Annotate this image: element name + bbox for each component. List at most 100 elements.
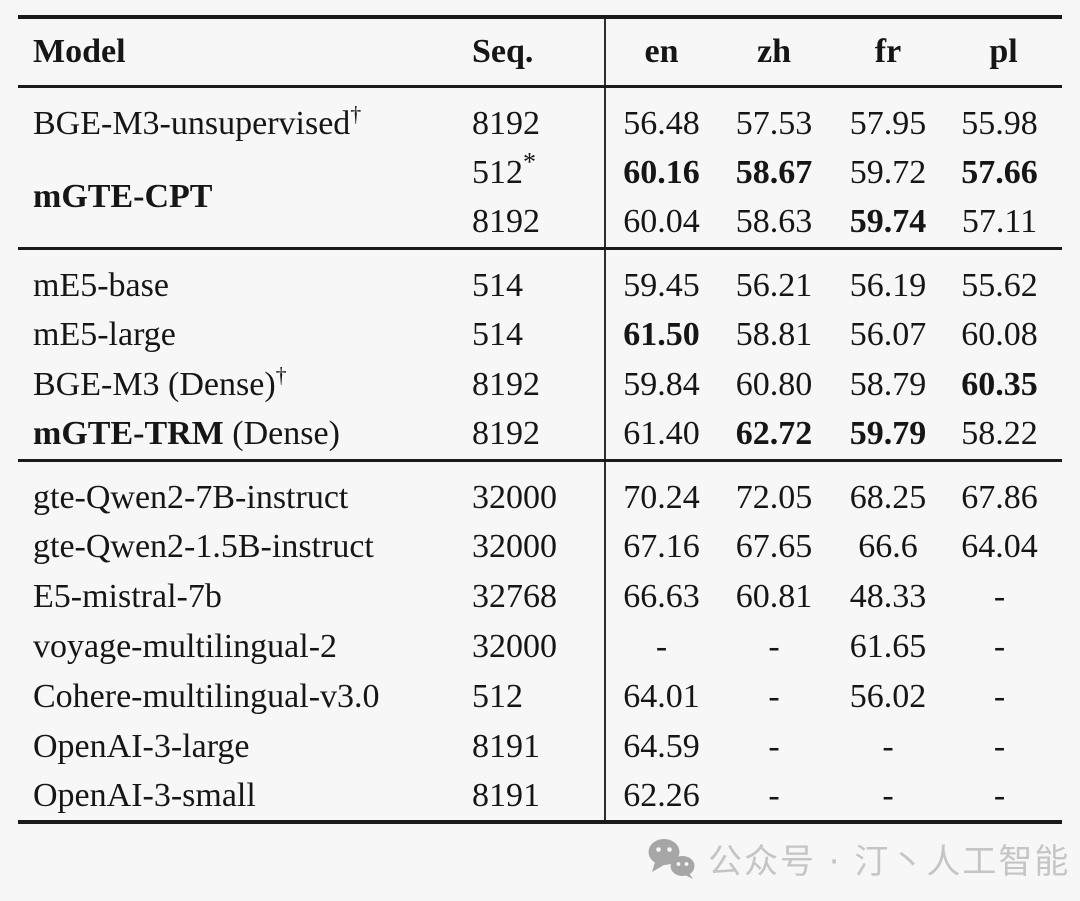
score-cell-zh: - xyxy=(768,728,780,765)
seq-length-cell: 8192 xyxy=(472,366,540,403)
model-name: OpenAI-3-large xyxy=(33,728,250,765)
seq-length-cell: 8191 xyxy=(472,728,540,765)
score-cell-pl: - xyxy=(993,777,1006,814)
score-cell-zh: 62.72 xyxy=(735,415,813,453)
model-name-cell: OpenAI-3-small xyxy=(18,772,458,822)
table-section-1: BGE-M3-unsupervised† 8192 56.48 57.53 57.95 5… xyxy=(18,86,1062,248)
watermark: 公众号 · 汀丶人工智能 xyxy=(648,834,1070,883)
score-cell-fr: 66.6 xyxy=(858,528,918,565)
dagger-mark: † xyxy=(350,101,362,127)
table-row: Cohere-multilingual-v3.0 512 64.01 - 56.02 - xyxy=(18,672,1062,722)
table-row: BGE-M3 (Dense)† 8192 59.84 60.80 58.79 60.35 xyxy=(18,360,1062,410)
table-row: OpenAI-3-small 8191 62.26 - - - xyxy=(18,772,1062,822)
score-cell-zh: 58.67 xyxy=(735,154,813,191)
score-cell-pl: 67.86 xyxy=(961,478,1038,516)
score-cell-fr: 56.02 xyxy=(849,678,927,715)
score-cell-en: 64.59 xyxy=(604,722,717,772)
score-cell-fr: - xyxy=(882,728,894,765)
score-cell-zh: 60.80 xyxy=(735,366,813,403)
model-name-cell: BGE-M3-unsupervised† xyxy=(18,86,458,148)
header-model: Model xyxy=(33,32,126,70)
header-lang-pl: pl xyxy=(989,32,1018,70)
table-row: gte-Qwen2-1.5B-instruct 32000 67.16 67.65 66… xyxy=(18,522,1062,572)
model-name-cell: BGE-M3 (Dense)† xyxy=(18,360,458,410)
score-cell-zh: 72.05 xyxy=(735,478,813,516)
score-cell-fr: 56.19 xyxy=(849,266,927,304)
table-section-2: mE5-base 514 59.45 56.21 56.19 55.62 mE5-large… xyxy=(18,248,1062,460)
table-row: OpenAI-3-large 8191 64.59 - - - xyxy=(18,722,1062,772)
score-cell-fr: 57.95 xyxy=(849,104,927,142)
model-name: gte-Qwen2-7B-instruct xyxy=(33,478,349,516)
score-cell-en: - xyxy=(604,622,717,672)
score-cell-zh: - xyxy=(768,678,780,715)
table-row: mGTE-CPT 512* 60.16 58.67 59.72 57.66 xyxy=(18,147,1062,214)
table-row: mGTE-TRM (Dense) 8192 61.40 62.72 59.79 58.22 xyxy=(18,410,1062,460)
table-row: mE5-large 514 61.50 58.81 56.07 60.08 xyxy=(18,310,1062,360)
model-name: BGE-M3 (Dense) xyxy=(33,366,276,403)
score-cell-en: 60.04 xyxy=(604,198,717,248)
model-name-cell: E5-mistral-7b xyxy=(18,572,458,622)
model-name: mE5-large xyxy=(33,316,176,353)
model-name: mE5-base xyxy=(33,266,169,304)
model-name-cell: mGTE-TRM (Dense) xyxy=(18,410,458,460)
seq-length-cell: 32000 xyxy=(472,478,557,516)
model-name: (Dense) xyxy=(223,415,340,453)
score-cell-pl: - xyxy=(993,728,1006,765)
table-row: voyage-multilingual-2 32000 - - 61.65 - xyxy=(18,622,1062,672)
model-name: E5-mistral-7b xyxy=(33,578,222,615)
table-row: mE5-base 514 59.45 56.21 56.19 55.62 xyxy=(18,248,1062,310)
score-cell-fr: 68.25 xyxy=(849,478,927,516)
score-cell-en: 59.84 xyxy=(604,360,717,410)
score-cell-zh: 58.81 xyxy=(735,316,813,353)
model-name-cell: mE5-base xyxy=(18,248,458,310)
model-name-cell: gte-Qwen2-1.5B-instruct xyxy=(18,522,458,572)
seq-length-cell: 8192 xyxy=(472,104,540,142)
dagger-mark: † xyxy=(275,362,287,388)
score-cell-en: 67.16 xyxy=(604,522,717,572)
score-cell-pl: - xyxy=(993,678,1006,715)
watermark-text: 公众号 · 汀丶人工智能 xyxy=(708,842,1071,882)
score-cell-fr: 61.65 xyxy=(849,628,927,665)
seq-length-cell: 514 xyxy=(472,266,523,304)
score-cell-en: 60.16 xyxy=(604,148,717,198)
score-cell-fr: 58.79 xyxy=(849,366,927,403)
model-name: mGTE-CPT xyxy=(33,178,213,216)
table-row: E5-mistral-7b 32768 66.63 60.81 48.33 - xyxy=(18,572,1062,622)
model-name: gte-Qwen2-1.5B-instruct xyxy=(33,528,374,565)
score-cell-pl: 55.62 xyxy=(961,266,1038,304)
score-cell-pl: 60.08 xyxy=(961,316,1038,353)
model-name-cell: gte-Qwen2-7B-instruct xyxy=(18,460,458,522)
model-name: mGTE-TRM xyxy=(33,415,224,453)
seq-length-cell: 32000 xyxy=(472,628,557,665)
model-name-cell: voyage-multilingual-2 xyxy=(18,622,458,672)
score-cell-en: 64.01 xyxy=(604,672,717,722)
model-name: Cohere-multilingual-v3.0 xyxy=(33,678,380,715)
score-cell-zh: - xyxy=(768,777,780,814)
table-header: Model Seq. en zh fr pl xyxy=(18,17,1062,86)
score-cell-en: 61.50 xyxy=(604,310,717,360)
score-cell-en: 59.45 xyxy=(604,248,717,310)
table-row: gte-Qwen2-7B-instruct 32000 70.24 72.05 68.2… xyxy=(18,460,1062,522)
score-cell-zh: 56.21 xyxy=(735,266,813,304)
model-name-cell: mGTE-CPT xyxy=(18,148,458,248)
score-cell-pl: - xyxy=(993,578,1006,615)
header-lang-en: en xyxy=(604,17,717,86)
seq-length-cell: 8192 xyxy=(472,203,540,241)
model-name-cell: OpenAI-3-large xyxy=(18,722,458,772)
header-lang-zh: zh xyxy=(757,32,791,70)
benchmark-results-table: Model Seq. en zh fr pl BGE-M3-unsupervis… xyxy=(18,15,1062,824)
score-cell-zh: 60.81 xyxy=(735,578,813,615)
model-name-cell: mE5-large xyxy=(18,310,458,360)
asterisk-mark: * xyxy=(523,147,536,177)
score-cell-fr: - xyxy=(882,777,894,814)
seq-length-cell: 32000 xyxy=(472,528,557,565)
score-cell-pl: 55.98 xyxy=(961,104,1038,142)
score-cell-fr: 48.33 xyxy=(849,578,927,615)
score-cell-en: 56.48 xyxy=(604,86,717,148)
seq-length-cell: 514 xyxy=(472,316,523,353)
seq-length-cell: 8192 xyxy=(472,415,540,453)
score-cell-fr: 59.72 xyxy=(849,154,927,191)
wechat-icon xyxy=(648,838,695,879)
header-seq: Seq. xyxy=(472,32,534,70)
